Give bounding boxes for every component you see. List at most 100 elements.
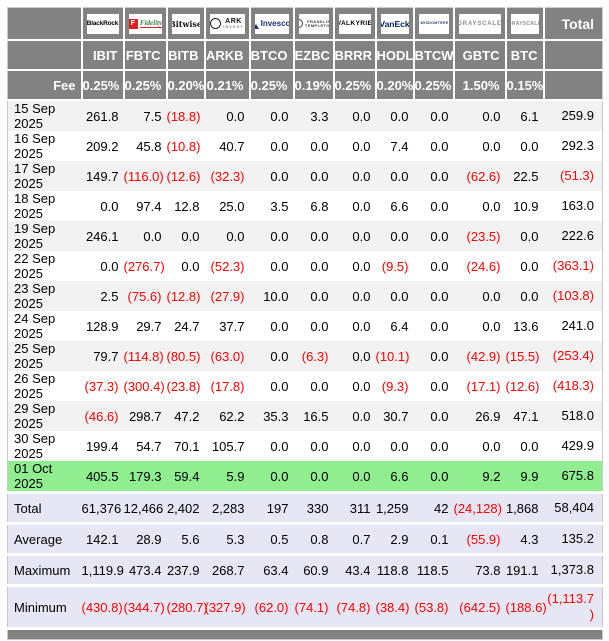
cell-bitb: 70.1 bbox=[174, 438, 200, 454]
table-row: Total 61,376 12,466 2,402 2,283 197 330 311 1,25… bbox=[7, 491, 603, 524]
cell-gbtc: 0.0 bbox=[482, 198, 501, 214]
table-row: 19 Sep 2025 246.1 0.0 0.0 0.0 0.0 0.0 0.0 0.0 0.0… bbox=[7, 221, 603, 251]
cell-total: 58,404 bbox=[543, 491, 603, 524]
cell-arkb: 268.7 bbox=[204, 553, 250, 586]
cell-hodl: 0.0 bbox=[375, 281, 414, 311]
ticker-gbtc: GBTC bbox=[453, 40, 507, 71]
ticker-btcw: BTCW bbox=[413, 40, 455, 71]
cell-ezbc: 60.9 bbox=[293, 553, 334, 586]
cell-btcw: 0.0 bbox=[413, 161, 454, 191]
table-row: 26 Sep 2025 (37.3) (300.4) (23.8) (17.8) 0.0 0… bbox=[8, 371, 603, 401]
cell-total: 292.3 bbox=[561, 138, 594, 154]
cell-ibit: 209.2 bbox=[85, 138, 119, 154]
ticker-brrr: BRRR bbox=[333, 40, 377, 71]
provider-cell-ezbc: FRANKLINTEMPLETON bbox=[293, 7, 335, 41]
cell-btc: 0.0 bbox=[520, 138, 539, 154]
row-label: 16 Sep 2025 bbox=[14, 131, 56, 161]
cell-bitb: 59.4 bbox=[166, 461, 205, 493]
provider-name: Fidelity bbox=[139, 19, 162, 28]
row-label: 24 Sep 2025 bbox=[14, 311, 56, 341]
cell-fbtc: 0.0 bbox=[123, 221, 167, 251]
cell-brrr: 0.0 bbox=[352, 438, 371, 454]
cell-gbtc: (17.1) bbox=[466, 378, 501, 394]
cell-arkb: 25.0 bbox=[219, 198, 245, 214]
cell-gbtc: (24.6) bbox=[466, 258, 501, 274]
cell-fbtc: (114.8) bbox=[123, 341, 167, 371]
provider-cell-btco: Invesco bbox=[249, 7, 295, 41]
row-label: Average bbox=[7, 522, 82, 555]
cell-ibit: 246.1 bbox=[81, 221, 124, 251]
cell-arkb: (327.9) bbox=[204, 584, 250, 629]
cell-ibit: (37.3) bbox=[84, 378, 119, 394]
cell-ezbc: (6.3) bbox=[293, 341, 334, 371]
cell-gbtc: (642.5) bbox=[453, 584, 506, 629]
cell-btc: (15.5) bbox=[505, 341, 544, 371]
cell-btcw: 0.0 bbox=[413, 461, 454, 493]
cell-fbtc: 45.8 bbox=[136, 138, 162, 154]
cell-bitb: 5.6 bbox=[166, 522, 205, 555]
cell-bitb: 47.2 bbox=[166, 401, 205, 431]
fee-btco: 0.25% bbox=[249, 70, 295, 101]
cell-ibit: 0.0 bbox=[100, 198, 119, 214]
cell-brrr: 0.0 bbox=[333, 461, 376, 493]
ticker-btc: BTC bbox=[505, 40, 545, 71]
cell-ibit: (46.6) bbox=[81, 401, 124, 431]
cell-ibit: 199.4 bbox=[85, 438, 119, 454]
ark-logo-stack: ARK INVEST bbox=[223, 18, 243, 29]
cell-hodl: (38.4) bbox=[375, 584, 414, 629]
table-body: 15 Sep 2025 261.8 7.5 (18.8) 0.0 0.0 3.3 0.0 0.0… bbox=[7, 100, 603, 640]
cell-bitb: 12.8 bbox=[174, 198, 200, 214]
table-row: 30 Sep 2025 199.4 54.7 70.1 105.7 0.0 0.0 0.0 0.… bbox=[8, 431, 603, 461]
cell-total: (51.3) bbox=[543, 161, 603, 191]
fidelity-logo: F Fidelity bbox=[128, 13, 162, 34]
table-row: 01 Oct 2025 405.5 179.3 59.4 5.9 0.0 0.0 0.0 6.6… bbox=[7, 461, 603, 493]
wisdomtree-logo: WISDOMTREE bbox=[418, 13, 449, 34]
cell-btco: 0.0 bbox=[270, 138, 289, 154]
cell-ezbc: 6.8 bbox=[310, 198, 329, 214]
cell-btcw: 0.0 bbox=[430, 138, 449, 154]
grayscale-logo: GRAYSCALE bbox=[510, 13, 539, 34]
cell-btco: 0.0 bbox=[249, 100, 294, 131]
cell-total: 1,373.8 bbox=[543, 553, 603, 586]
cell-fbtc: 12,466 bbox=[123, 491, 167, 524]
cell-brrr: 0.0 bbox=[352, 318, 371, 334]
provider-name: Bitwise bbox=[171, 18, 200, 29]
cell-total: 135.2 bbox=[543, 522, 603, 555]
cell-ibit: 0.0 bbox=[100, 258, 119, 274]
cell-ibit: 128.9 bbox=[85, 318, 119, 334]
fee-ibit: 0.25% bbox=[81, 70, 125, 101]
ticker-btco: BTCO bbox=[249, 40, 295, 71]
cell-brrr: 0.0 bbox=[333, 161, 376, 191]
cell-btco: (62.0) bbox=[249, 584, 294, 629]
fee-row-label: Fee bbox=[7, 70, 83, 101]
cell-arkb: 2,283 bbox=[204, 491, 250, 524]
cell-fbtc: 7.5 bbox=[123, 100, 167, 131]
cell-hodl: (9.5) bbox=[381, 258, 409, 274]
cell-arkb: 5.9 bbox=[204, 461, 250, 493]
cell-hodl: 0.0 bbox=[375, 161, 414, 191]
cell-arkb: (17.8) bbox=[210, 378, 245, 394]
provider-name: GRAYSCALE bbox=[511, 20, 539, 27]
cell-gbtc: (42.9) bbox=[453, 341, 506, 371]
cell-brrr: 0.0 bbox=[352, 258, 371, 274]
cell-ezbc: (74.1) bbox=[293, 584, 334, 629]
cell-btcw: 0.0 bbox=[430, 318, 449, 334]
cell-btco: 3.5 bbox=[270, 198, 289, 214]
cell-btcw: 0.0 bbox=[430, 378, 449, 394]
provider-logo-row: BlackRock F Fidelity Bitwise ARK INVEST Invesc… bbox=[7, 7, 603, 41]
ticker-ibit: IBIT bbox=[81, 40, 125, 71]
etf-flow-table: BlackRock F Fidelity Bitwise ARK INVEST Invesc… bbox=[7, 7, 603, 640]
cell-total: 675.8 bbox=[543, 461, 603, 493]
cell-ezbc: 330 bbox=[293, 491, 334, 524]
bitwise-logo: Bitwise bbox=[171, 13, 200, 34]
table-row: 15 Sep 2025 261.8 7.5 (18.8) 0.0 0.0 3.3 0.0 0.0… bbox=[7, 100, 603, 131]
cell-bitb: (10.8) bbox=[166, 138, 201, 154]
cell-btcw: 0.1 bbox=[413, 522, 454, 555]
cell-btco: 63.4 bbox=[249, 553, 294, 586]
row-label: 19 Sep 2025 bbox=[7, 221, 82, 251]
cell-btc: (12.6) bbox=[505, 378, 540, 394]
cell-btc: (188.6) bbox=[505, 584, 547, 629]
ticker-hodl: HODL bbox=[375, 40, 415, 71]
fee-btcw: 0.25% bbox=[413, 70, 455, 101]
